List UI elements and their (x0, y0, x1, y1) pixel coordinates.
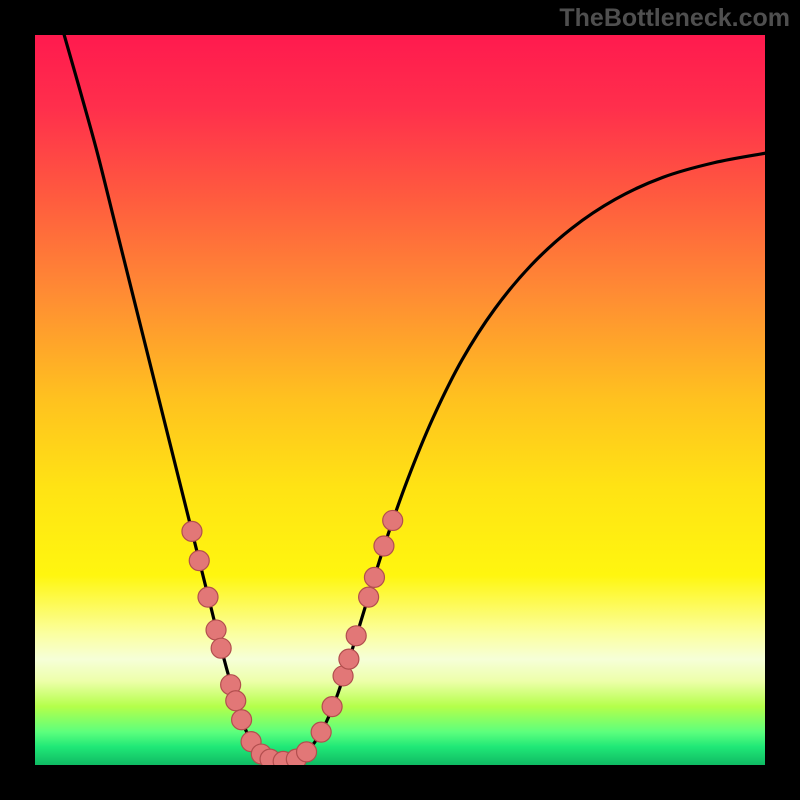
data-marker (346, 626, 366, 646)
data-marker (359, 587, 379, 607)
data-marker (311, 722, 331, 742)
data-marker (232, 710, 252, 730)
data-marker (189, 551, 209, 571)
data-marker (374, 536, 394, 556)
data-marker (364, 567, 384, 587)
data-marker (322, 697, 342, 717)
curve-layer (35, 35, 765, 765)
markers-group (182, 510, 403, 765)
bottleneck-curve (64, 35, 765, 762)
data-marker (211, 638, 231, 658)
data-marker (339, 649, 359, 669)
data-marker (383, 510, 403, 530)
data-marker (182, 521, 202, 541)
watermark-text: TheBottleneck.com (559, 4, 790, 33)
data-marker (198, 587, 218, 607)
data-marker (226, 691, 246, 711)
data-marker (206, 620, 226, 640)
data-marker (297, 742, 317, 762)
plot-frame (35, 35, 765, 765)
